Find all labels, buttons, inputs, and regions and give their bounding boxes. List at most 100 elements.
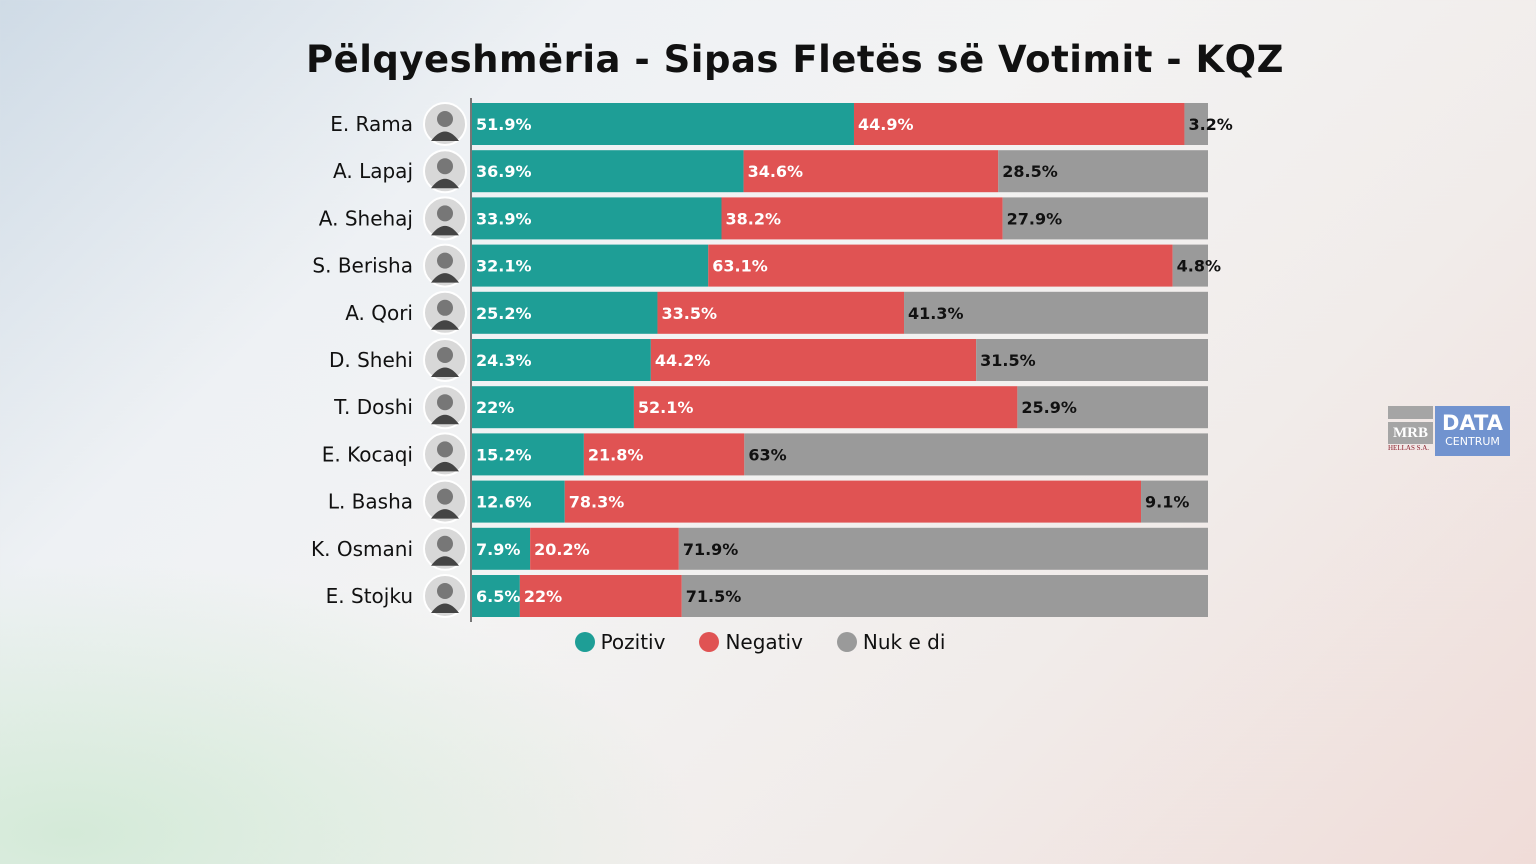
data-label: 41.3% (908, 304, 964, 323)
data-label: 36.9% (476, 162, 532, 181)
data-label: 51.9% (476, 115, 532, 134)
bar-segment-negativ (853, 103, 1185, 145)
bar-segment-pozitiv (472, 339, 651, 381)
bar-segment-negativ (743, 150, 999, 193)
bar-segment-negativ (650, 339, 977, 381)
bar-segment-pozitiv (472, 386, 634, 429)
data-label: 22% (524, 587, 562, 606)
y-axis-line (470, 98, 472, 622)
avatar-body-icon (431, 367, 459, 377)
data-label: 71.9% (683, 540, 739, 559)
avatar-head-icon (437, 111, 453, 127)
data-label: 44.2% (655, 351, 711, 370)
bar-segment-pozitiv (472, 480, 565, 523)
avatar-head-icon (437, 299, 453, 316)
avatar-head-icon (437, 583, 453, 599)
data-label: 27.9% (1007, 209, 1063, 228)
legend-swatch (574, 632, 595, 652)
mrb-data-centrum-logo: MRB HELLAS S.A. DATA CENTRUM (1388, 406, 1510, 456)
bar-segment-nuk-e-di (1002, 197, 1208, 240)
bar-segment-negativ (530, 527, 679, 570)
avatar-body-icon (431, 178, 459, 189)
data-label: 52.1% (638, 398, 694, 417)
data-label: 9.1% (1145, 493, 1189, 512)
legend-label: Pozitiv (600, 630, 666, 654)
avatar-head-icon (437, 488, 453, 505)
avatar-head-icon (437, 394, 453, 411)
data-label: 33.9% (476, 209, 532, 228)
bar-segment-nuk-e-di (976, 339, 1208, 381)
category-label: L. Basha (328, 490, 413, 514)
chart-title: Pëlqyeshmëria - Sipas Fletës së Votimit … (306, 38, 1284, 81)
category-label: A. Lapaj (333, 159, 413, 183)
category-label: E. Kocaqi (322, 442, 413, 466)
bar-segment-nuk-e-di (1017, 386, 1208, 429)
category-label: E. Rama (330, 112, 413, 136)
avatar-body-icon (431, 273, 459, 283)
data-label: 63.1% (712, 257, 768, 276)
bar-segment-negativ (519, 575, 682, 617)
category-label: E. Stojku (326, 584, 413, 608)
bar-segment-nuk-e-di (1184, 103, 1208, 145)
data-label: 25.9% (1021, 398, 1077, 417)
legend: Pozitiv Negativ Nuk e di (0, 630, 1520, 654)
category-label: K. Osmani (311, 537, 413, 561)
category-label: A. Shehaj (319, 206, 413, 230)
avatar-head-icon (437, 441, 453, 458)
bar-segment-nuk-e-di (1172, 244, 1208, 287)
bar-segment-nuk-e-di (744, 433, 1208, 476)
legend-swatch (699, 632, 720, 652)
data-label: 34.6% (748, 162, 804, 181)
avatar-body-icon (431, 131, 459, 141)
data-label: 33.5% (661, 304, 717, 323)
avatar-body-icon (431, 556, 459, 566)
data-label: 31.5% (980, 351, 1036, 370)
data-label: 21.8% (588, 445, 644, 464)
bar-segment-negativ (721, 197, 1003, 240)
avatar-body-icon (431, 461, 459, 472)
bar-segment-negativ (564, 480, 1142, 523)
data-label: 15.2% (476, 445, 532, 464)
legend-item: Nuk e di (836, 630, 946, 654)
avatar-head-icon (437, 158, 453, 175)
bar-segment-pozitiv (472, 244, 709, 287)
category-label: D. Shehi (329, 348, 413, 372)
bar-segment-negativ (708, 244, 1173, 287)
category-label: S. Berisha (312, 254, 413, 278)
data-label: 32.1% (476, 257, 532, 276)
bar-segment-pozitiv (472, 103, 854, 145)
legend-label: Nuk e di (862, 630, 946, 654)
bar-segment-pozitiv (472, 291, 658, 334)
bar-segment-negativ (657, 291, 905, 334)
bar-segment-negativ (583, 433, 745, 476)
avatar-body-icon (431, 225, 459, 236)
data-label: 28.5% (1002, 162, 1058, 181)
bar-segment-pozitiv (472, 527, 531, 570)
data-label: 71.5% (686, 587, 742, 606)
bar-segment-nuk-e-di (678, 527, 1208, 570)
avatar-head-icon (437, 252, 453, 269)
category-label: T. Doshi (333, 395, 413, 419)
avatar-head-icon (437, 347, 453, 363)
bar-segment-negativ (633, 386, 1018, 429)
data-label: 25.2% (476, 304, 532, 323)
data-label: 78.3% (569, 493, 625, 512)
data-label: 44.9% (858, 115, 914, 134)
data-label: 22% (476, 398, 514, 417)
avatar-head-icon (437, 205, 453, 222)
data-label: 7.9% (476, 540, 520, 559)
data-label: 4.8% (1177, 257, 1221, 276)
bar-segment-pozitiv (472, 197, 722, 240)
legend-label: Negativ (725, 630, 803, 654)
data-label: 12.6% (476, 493, 532, 512)
bar-segment-nuk-e-di (681, 575, 1208, 617)
legend-item: Negativ (699, 630, 803, 654)
bar-segment-nuk-e-di (904, 291, 1208, 334)
data-label: 20.2% (534, 540, 590, 559)
avatar-head-icon (437, 535, 453, 552)
avatar-body-icon (431, 603, 459, 613)
legend-item: Pozitiv (574, 630, 666, 654)
data-label: 6.5% (476, 587, 520, 606)
bar-segment-pozitiv (472, 150, 744, 193)
